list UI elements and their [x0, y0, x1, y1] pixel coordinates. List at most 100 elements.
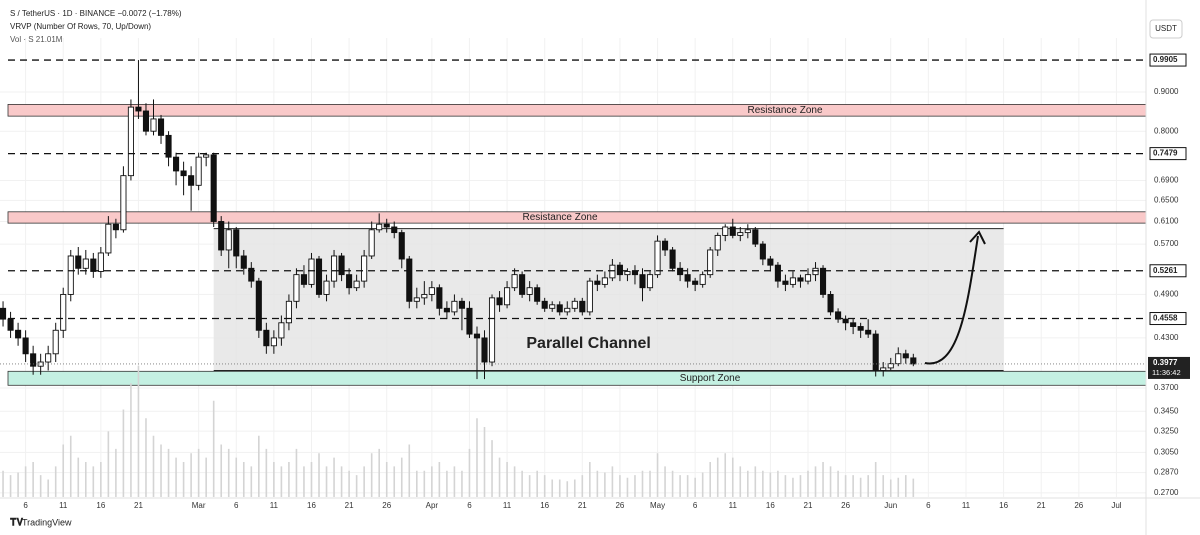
volume-bar: [340, 466, 343, 497]
volume-bar: [634, 475, 636, 497]
volume-bar: [47, 479, 49, 497]
volume-bar: [62, 444, 65, 497]
volume-bar: [32, 462, 34, 497]
volume-bar: [295, 448, 298, 497]
candle-body: [315, 258, 323, 295]
volume-bar: [325, 466, 328, 497]
volume-bar: [303, 466, 305, 497]
volume-bar: [837, 470, 839, 497]
candle-body: [421, 293, 428, 299]
candle-body: [684, 274, 691, 282]
volume-bar: [762, 470, 764, 497]
volume-bar: [551, 479, 554, 497]
volume-bar: [92, 466, 95, 497]
last-price-label: 0.3977: [1153, 358, 1178, 367]
candle-body: [383, 223, 390, 228]
volume-bar: [656, 453, 659, 497]
volume-bar: [589, 462, 591, 497]
candle-body: [293, 274, 300, 302]
candle-body: [203, 154, 210, 158]
volume-bar: [649, 470, 651, 497]
candle-body: [210, 154, 217, 222]
volume-bar: [438, 462, 441, 497]
volume-bar: [483, 427, 486, 497]
y-tick-label: 0.8000: [1154, 126, 1179, 135]
x-tick-label: 11: [270, 501, 279, 510]
volume-bar: [566, 481, 569, 497]
candle-body: [857, 326, 864, 331]
zone-label: Resistance Zone: [747, 105, 822, 116]
volume-bar: [84, 462, 87, 497]
volume-bar: [671, 470, 674, 497]
candle-body: [677, 267, 684, 276]
candle-body: [782, 280, 789, 285]
candle-body: [240, 255, 247, 269]
candle-body: [225, 229, 232, 251]
volume-bar: [701, 472, 704, 497]
channel-label: Parallel Channel: [526, 335, 651, 352]
candle-body: [361, 255, 368, 282]
volume-bar: [491, 440, 493, 497]
volume-bar: [822, 462, 824, 497]
level-tag: [1149, 147, 1187, 161]
volume-bar: [288, 462, 290, 497]
volume-bar: [363, 466, 365, 497]
candle-body: [594, 280, 601, 285]
zone-label: Support Zone: [680, 373, 741, 384]
x-tick-label: 26: [615, 501, 624, 510]
candle-body: [112, 223, 119, 231]
candle-body: [233, 229, 240, 257]
volume-bar: [54, 466, 57, 497]
arrow-head: [969, 230, 986, 245]
candle-body: [662, 240, 669, 251]
x-tick-label: Apr: [426, 501, 439, 510]
level-label: 0.7479: [1153, 149, 1178, 158]
volume-bar: [318, 453, 320, 497]
x-tick-label: 16: [540, 501, 549, 510]
candle-body: [872, 333, 879, 371]
volume-bar: [461, 470, 463, 497]
volume-bar: [242, 462, 245, 497]
currency[interactable]: USDT: [1155, 24, 1177, 33]
volume-bar: [393, 466, 396, 497]
x-tick-label: 6: [23, 501, 28, 510]
volume-bar: [167, 448, 170, 497]
x-tick-label: 16: [307, 501, 316, 510]
volume-bar: [385, 462, 388, 497]
candle-body: [850, 322, 857, 327]
volume-bar: [468, 448, 471, 497]
volume-bar: [39, 475, 42, 497]
volume-bar: [686, 475, 689, 497]
x-tick-label: 6: [234, 501, 239, 510]
candle-body: [729, 226, 736, 236]
candle-body: [37, 361, 44, 367]
volume-bar: [333, 457, 335, 497]
zone: [7, 211, 1146, 224]
candle-body: [15, 329, 22, 339]
volume-bar: [897, 477, 900, 497]
logo-mark: 𝐓𝐕: [10, 517, 23, 529]
candle-body: [910, 357, 917, 365]
candle-body: [218, 221, 225, 251]
volume-bar: [874, 462, 877, 497]
candle-body: [586, 280, 593, 313]
candle-body: [481, 337, 488, 363]
candle-body: [579, 300, 586, 313]
candle-body: [248, 267, 255, 282]
currency-box[interactable]: [1149, 19, 1183, 39]
volume-bar: [528, 475, 531, 497]
volume-bar: [400, 457, 403, 497]
volume-bar: [227, 448, 230, 497]
candle-body: [188, 175, 195, 186]
x-tick-label: 11: [59, 501, 68, 510]
x-tick-label: 26: [1074, 501, 1083, 510]
volume-bar: [205, 457, 207, 497]
candle-body: [827, 293, 834, 313]
candle-body: [541, 300, 548, 309]
volume-bar: [408, 444, 411, 497]
candle-body: [406, 258, 413, 302]
volume-bar: [115, 448, 117, 497]
candle-body: [0, 307, 7, 320]
x-tick-label: 11: [729, 501, 738, 510]
candle-body: [165, 134, 172, 158]
